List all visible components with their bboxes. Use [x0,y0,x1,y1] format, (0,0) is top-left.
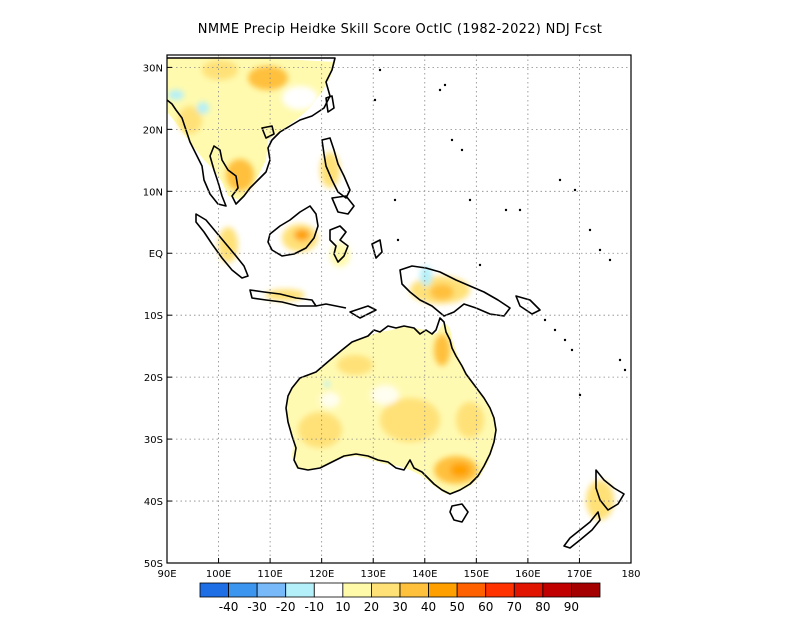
lat-tick-label: 30S [144,435,163,446]
colorbar-swatch [313,582,344,598]
colorbar-swatch [485,582,515,598]
skill-patch-cape-york [434,334,450,366]
colorbar-label: 90 [564,600,579,614]
pacific-islands [373,68,627,397]
colorbar-swatch [342,582,372,598]
colorbar-swatch [428,582,458,598]
skill-patch-new-guinea-blue [420,266,432,286]
coastline-timor [349,305,377,319]
lon-tick-label: 160E [515,569,540,580]
colorbar-label: -40 [219,600,239,614]
lon-tick-label: 180 [621,569,640,580]
coastline-lesser-sunda [315,303,347,309]
lon-tick-label: 90E [157,569,176,580]
map-title: NMME Precip Heidke Skill Score OctIC (19… [197,22,603,37]
lat-tick-label: 20N [143,125,163,136]
skill-patch-blue-1 [197,102,209,114]
coastline-nz-north [595,469,625,511]
coastline-borneo [267,205,319,257]
skill-patch-wa [298,412,342,448]
colorbar-swatch [228,582,258,598]
lat-tick-label: 10N [143,187,163,198]
lat-tick-label: 10S [144,311,163,322]
coastline-sulawesi [329,225,349,263]
colorbar-label: 50 [450,600,465,614]
grid-lines [167,55,631,563]
skill-shading [167,58,614,520]
coastline-australia [285,317,497,495]
skill-patch-philippines [320,152,340,188]
colorbar-label: -10 [304,600,324,614]
colorbar-label: 30 [392,600,407,614]
colorbar-label: 60 [478,600,493,614]
coastline-taiwan [325,95,335,113]
lon-tick-label: 140E [412,569,437,580]
colorbar-swatch [571,582,601,598]
lat-tick-label: 40S [144,497,163,508]
coastline-nz-south [563,511,601,549]
coastline-hainan [261,125,275,139]
colorbar-label: 20 [364,600,379,614]
lon-tick-label: 170E [567,569,592,580]
lat-tick-label: 20S [144,373,163,384]
skill-patch-borneo-core [294,229,310,241]
colorbar-swatch [199,582,229,598]
skill-patch-qld [456,402,484,438]
colorbar-swatch [371,582,401,598]
colorbar-swatch [399,582,429,598]
lon-tick-label: 130E [361,569,386,580]
coastline-philippines [321,137,351,199]
colorbar-label: -20 [276,600,296,614]
lat-tick-label: 50S [144,559,163,570]
skill-patch-new-guinea-core [430,284,454,300]
skill-patch-east-australia-core [450,463,470,477]
colorbar-swatch [542,582,572,598]
skill-patch-nw-australia [337,355,373,375]
colorbar: -40 -30 -20 -10 10 20 30 40 50 60 70 80 90 [199,582,601,614]
colorbar-label: 10 [335,600,350,614]
coastline-mindanao [331,195,355,215]
skill-patch-white-asia [282,86,318,110]
skill-patch-white-south [320,392,340,408]
lat-tick-label: 30N [143,63,163,74]
colorbar-swatch [456,582,487,598]
skill-patch-blue-2 [168,90,184,100]
skill-patch-central-australia [380,398,440,442]
colorbar-label: 40 [421,600,436,614]
colorbar-swatch [256,582,287,598]
skill-patch-china-2 [202,60,238,80]
colorbar-label: 70 [507,600,522,614]
lon-tick-label: 100E [206,569,231,580]
colorbar-label: -30 [247,600,267,614]
coastline-tasmania [449,503,469,523]
skill-patch-white-center [371,385,399,405]
colorbar-label: 80 [535,600,550,614]
skill-patch-south-china [248,66,288,90]
lon-tick-label: 120E [309,569,334,580]
colorbar-swatch [285,582,315,598]
lon-tick-label: 110E [257,569,282,580]
plot-frame [166,54,632,564]
lon-tick-label: 150E [464,569,489,580]
skill-patch-indochina [226,159,254,191]
skill-patch-burma [178,106,202,134]
skill-patch-aus-blue [324,381,330,387]
lat-tick-label: EQ [149,249,163,260]
coastline-asia [167,57,336,207]
skill-patch-sumatra [218,227,238,263]
coastline-sumatra [195,213,249,279]
colorbar-swatch [513,582,544,598]
axis-labels: 90E 100E 110E 120E 130E 140E 150E 160E 170E 180 30… [143,63,641,580]
